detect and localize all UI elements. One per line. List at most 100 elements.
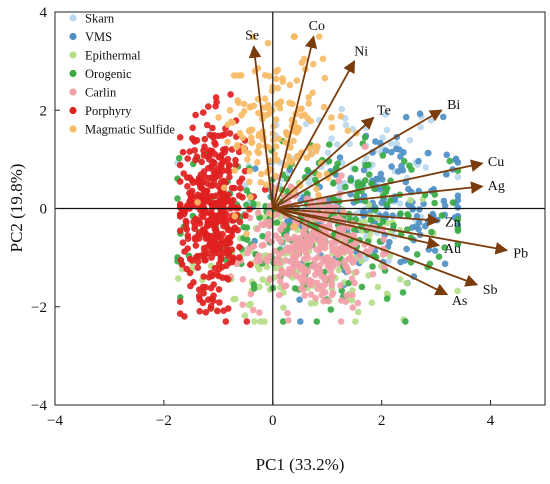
data-point (224, 305, 232, 312)
data-point (367, 216, 375, 224)
data-point (316, 237, 323, 244)
legend-label: Orogenic (85, 67, 132, 81)
data-point (239, 276, 247, 283)
series-magmatic-sulfide (194, 33, 360, 238)
loading-label-au: Au (444, 242, 461, 257)
data-point (327, 306, 335, 313)
data-point (210, 242, 217, 250)
data-point (217, 197, 224, 204)
data-point (338, 297, 345, 304)
data-point (328, 282, 335, 289)
data-point (235, 148, 243, 156)
data-point (234, 226, 241, 234)
data-point (176, 201, 184, 208)
data-point (328, 114, 335, 121)
data-point (383, 185, 391, 192)
data-point (361, 134, 369, 141)
data-point (440, 113, 447, 121)
data-point (191, 234, 199, 242)
data-point (255, 149, 263, 157)
data-point (413, 251, 421, 258)
data-point (274, 66, 282, 74)
data-point (405, 185, 412, 193)
data-point (208, 162, 216, 169)
data-point (214, 307, 221, 315)
data-point (194, 199, 201, 206)
data-point (377, 170, 385, 178)
data-point (248, 134, 255, 141)
data-point (273, 219, 281, 226)
data-point (193, 178, 201, 186)
data-point (454, 196, 462, 204)
data-point (344, 127, 352, 134)
data-point (319, 243, 327, 251)
loading-label-se: Se (245, 29, 259, 44)
data-point (239, 301, 246, 309)
data-point (285, 317, 292, 324)
x-tick-label: 2 (378, 413, 386, 429)
series-porphyry (176, 91, 269, 325)
data-point (403, 279, 411, 287)
data-point (358, 283, 366, 291)
data-point (291, 285, 299, 292)
legend-label: Magmatic Sulfide (85, 123, 175, 137)
data-point (315, 33, 323, 40)
data-point (348, 296, 356, 304)
data-point (347, 248, 354, 255)
data-point (251, 318, 258, 325)
data-point (181, 313, 188, 320)
data-point (339, 227, 347, 234)
data-point (243, 318, 251, 325)
data-point (241, 312, 249, 320)
data-point (311, 143, 318, 150)
data-point (205, 234, 213, 242)
data-point (206, 147, 213, 154)
data-point (305, 100, 313, 107)
data-point (212, 141, 219, 148)
data-point (397, 276, 404, 283)
data-point (244, 156, 251, 163)
legend-item: Orogenic (69, 67, 132, 81)
data-point (328, 135, 335, 142)
data-point (335, 177, 343, 185)
data-point (255, 265, 263, 273)
data-point (274, 84, 282, 92)
data-point (338, 287, 346, 294)
data-point (255, 142, 263, 150)
data-point (256, 309, 263, 316)
data-point (226, 107, 234, 114)
data-point (340, 248, 347, 256)
data-point (242, 212, 249, 219)
data-point (378, 176, 386, 183)
data-point (277, 238, 285, 246)
data-point (228, 246, 236, 253)
data-point (197, 171, 205, 178)
data-point (230, 197, 237, 204)
data-point (275, 135, 283, 143)
data-point (336, 154, 344, 161)
data-point (406, 162, 413, 169)
legend-marker (69, 88, 77, 96)
data-point (276, 291, 283, 299)
data-point (299, 286, 307, 293)
data-point (217, 154, 225, 161)
data-point (248, 139, 256, 146)
data-point (200, 109, 207, 116)
data-point (334, 245, 341, 253)
data-point (273, 100, 281, 108)
data-point (254, 209, 262, 216)
data-point (194, 191, 202, 199)
data-point (326, 141, 333, 148)
data-point (193, 153, 201, 160)
data-point (321, 276, 329, 283)
data-point (262, 181, 270, 189)
data-point (399, 289, 407, 296)
data-point (184, 245, 191, 252)
data-point (363, 154, 370, 162)
data-point (291, 223, 298, 230)
data-point (368, 180, 375, 187)
data-point (200, 152, 208, 159)
data-point (260, 221, 268, 229)
data-point (293, 154, 300, 162)
data-point (206, 216, 213, 224)
